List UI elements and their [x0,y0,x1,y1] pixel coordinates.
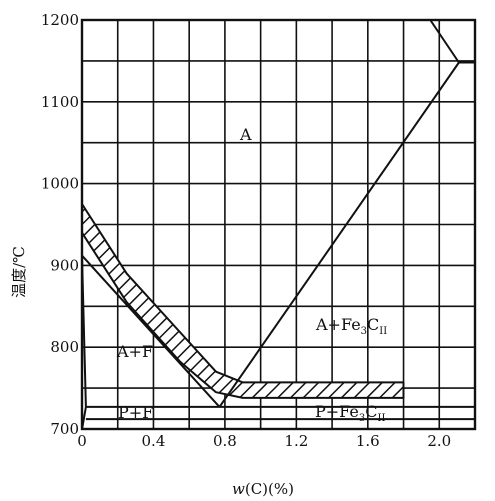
y-tick-label: 1000 [41,175,79,193]
region-mid-text: C [367,315,379,334]
x-tick-label: 1.6 [356,432,380,450]
y-tick-labels: 700 800 900 1000 1100 1200 [41,11,79,438]
region-main-text: P+Fe [315,402,359,421]
region-label-pearlite-cementite: P+Fe3CII [315,402,385,424]
region-label-pearlite-ferrite: P+F [118,403,153,422]
plot-frame [80,18,477,431]
y-axis-title: 温度/℃ [10,246,28,298]
y-tick-label: 1100 [41,93,79,111]
region-subscript: 3 [359,413,365,424]
x-axis-variable: w [232,480,245,498]
x-axis-unit: (C)(%) [245,480,294,498]
phase-boundary-lines [81,19,475,430]
heating-temperature-band [81,203,405,399]
ferrite-solvus-line [81,255,87,430]
x-tick-label: 1.2 [284,432,308,450]
x-axis-title: w(C)(%) [232,480,294,498]
x-tick-label: 0 [77,432,87,450]
y-tick-label: 800 [50,338,79,356]
hatched-band [81,203,405,399]
y-tick-label: 700 [50,420,79,438]
region-main-text: A+Fe [315,315,361,334]
x-tick-label: 0.8 [213,432,237,450]
grid-lines [82,20,475,429]
acm-line [218,61,460,408]
region-label-austenite-cementite: A+Fe3CII [315,315,387,337]
y-tick-label: 1200 [41,11,79,29]
region-label-austenite-ferrite: A+F [116,342,153,361]
region-subscript: 3 [361,326,367,337]
a3-line [81,254,221,408]
x-tick-label: 2.0 [427,432,451,450]
eutectic-corner-line [429,19,475,64]
y-tick-label: 900 [50,256,79,274]
region-subscript: II [379,326,387,337]
region-label-austenite: A [239,125,252,144]
x-tick-labels: 0 0.4 0.8 1.2 1.6 2.0 [77,432,451,450]
region-subscript: II [378,413,386,424]
x-tick-label: 0.4 [142,432,166,450]
region-mid-text: C [365,402,377,421]
